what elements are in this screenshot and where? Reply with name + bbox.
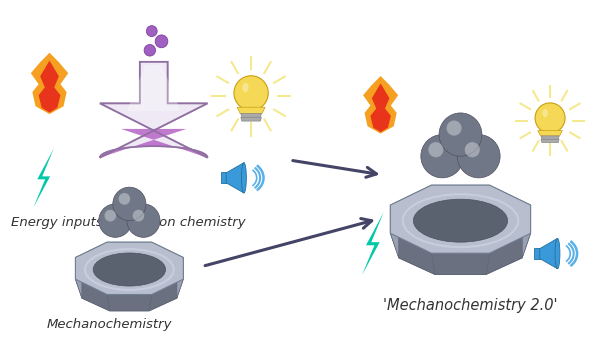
Polygon shape — [107, 295, 152, 311]
Polygon shape — [241, 114, 261, 117]
Polygon shape — [75, 242, 110, 280]
Polygon shape — [486, 185, 530, 234]
Ellipse shape — [462, 154, 500, 165]
Polygon shape — [39, 61, 60, 113]
Circle shape — [144, 44, 155, 56]
Circle shape — [458, 134, 500, 178]
Ellipse shape — [443, 132, 482, 143]
Polygon shape — [100, 62, 208, 158]
Polygon shape — [149, 242, 184, 280]
Polygon shape — [370, 84, 391, 132]
Polygon shape — [538, 130, 562, 136]
Polygon shape — [75, 242, 184, 295]
Polygon shape — [75, 257, 82, 298]
Polygon shape — [432, 185, 489, 218]
Circle shape — [439, 113, 482, 156]
Ellipse shape — [542, 109, 548, 117]
Polygon shape — [241, 117, 261, 121]
Circle shape — [234, 76, 268, 111]
Ellipse shape — [425, 154, 464, 165]
Ellipse shape — [102, 219, 132, 227]
Circle shape — [447, 121, 462, 136]
Polygon shape — [221, 172, 226, 183]
Polygon shape — [34, 148, 54, 207]
Polygon shape — [100, 129, 208, 158]
Polygon shape — [363, 76, 398, 133]
Ellipse shape — [555, 239, 560, 269]
Polygon shape — [127, 65, 181, 111]
Circle shape — [127, 204, 160, 237]
Polygon shape — [226, 163, 244, 193]
Ellipse shape — [243, 83, 249, 92]
Circle shape — [105, 210, 116, 221]
Polygon shape — [82, 267, 177, 311]
Ellipse shape — [241, 163, 246, 193]
Ellipse shape — [93, 253, 166, 286]
Polygon shape — [541, 139, 559, 143]
Polygon shape — [535, 248, 540, 259]
Polygon shape — [522, 205, 530, 258]
Ellipse shape — [414, 199, 507, 242]
Circle shape — [113, 187, 146, 221]
Polygon shape — [149, 279, 184, 311]
Polygon shape — [362, 212, 383, 275]
Polygon shape — [486, 233, 530, 274]
Polygon shape — [177, 257, 184, 298]
Polygon shape — [432, 253, 489, 274]
Text: 'Mechanochemistry 2.0': 'Mechanochemistry 2.0' — [382, 298, 557, 313]
Circle shape — [155, 35, 168, 48]
Circle shape — [99, 204, 132, 237]
Polygon shape — [390, 233, 435, 274]
Polygon shape — [75, 279, 110, 311]
Ellipse shape — [116, 202, 146, 211]
Circle shape — [132, 210, 144, 221]
Text: Mechanochemistry: Mechanochemistry — [46, 317, 172, 331]
Polygon shape — [31, 53, 68, 114]
Polygon shape — [390, 185, 435, 234]
Polygon shape — [390, 205, 399, 258]
Text: Energy inputs in solution chemistry: Energy inputs in solution chemistry — [11, 216, 245, 229]
Polygon shape — [541, 136, 559, 139]
Circle shape — [429, 142, 443, 157]
Polygon shape — [237, 107, 265, 114]
Circle shape — [146, 26, 157, 36]
Polygon shape — [390, 185, 530, 253]
Circle shape — [421, 134, 464, 178]
Polygon shape — [107, 242, 152, 267]
Circle shape — [119, 193, 130, 205]
Polygon shape — [540, 239, 557, 269]
Circle shape — [465, 142, 480, 157]
Polygon shape — [399, 218, 522, 274]
Ellipse shape — [130, 219, 160, 227]
Circle shape — [535, 103, 565, 133]
